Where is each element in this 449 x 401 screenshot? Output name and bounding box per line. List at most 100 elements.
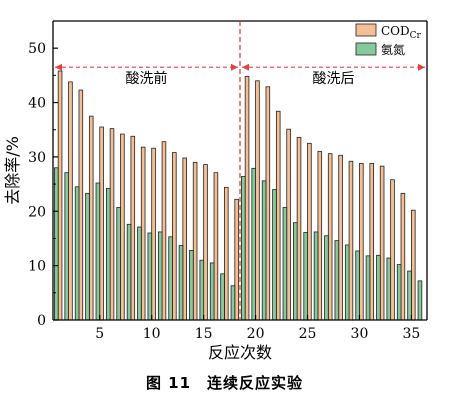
bar-ammonia-34 [396,264,402,321]
bar-cod-30 [359,163,364,321]
bar-ammonia-29 [344,244,350,321]
bar-cod-14 [192,161,198,321]
y-tick-label: 20 [28,204,46,220]
bar-cod-3 [78,89,84,321]
x-tick-label: 20 [247,326,265,342]
bar-cod-26 [317,151,323,321]
legend-subscript: Cr [410,31,422,41]
x-tick-label: 25 [299,326,317,342]
bar-ammonia-6 [105,188,111,321]
bar-ammonia-32 [376,254,381,321]
bar-ammonia-16 [209,262,215,321]
arrow-head-right [231,63,238,71]
legend-label-ammonia: 氨氮 [381,42,405,57]
bar-ammonia-10 [147,232,153,321]
region-label-before: 酸洗前 [126,70,168,87]
bar-ammonia-19 [241,176,246,321]
bar-cod-21 [265,86,271,321]
bar-cod-35 [411,209,416,321]
bar-cod-18 [234,198,239,321]
y-tick-label: 30 [28,150,46,166]
bar-cod-1 [57,70,63,321]
x-tick-label: 35 [403,326,421,342]
bars-layer [54,70,423,321]
bar-cod-31 [369,163,375,321]
bar-cod-33 [390,179,395,321]
bar-ammonia-22 [272,189,277,321]
arrow-head-right [418,63,425,71]
bar-ammonia-26 [313,231,319,321]
bar-cod-5 [99,126,104,321]
bar-cod-9 [140,146,146,321]
bar-ammonia-24 [292,222,298,321]
bar-ammonia-5 [95,182,101,321]
axes-layer: 0 10 20 30 40 50 5 10 15 20 25 30 35 [28,20,428,342]
bar-cod-28 [338,154,343,321]
legend-swatch-cod [355,23,377,37]
bar-ammonia-30 [355,250,360,321]
bar-cod-17 [224,186,229,321]
bar-cod-10 [151,147,156,321]
bar-ammonia-15 [199,259,205,321]
bar-ammonia-31 [365,255,371,321]
y-tick-label: 10 [28,259,46,275]
y-tick-label: 0 [37,313,46,329]
bar-cod-13 [182,157,188,321]
bar-ammonia-18 [230,285,236,321]
bar-ammonia-1 [54,167,59,321]
bar-ammonia-28 [334,240,340,321]
legend-swatch-ammonia [355,42,377,56]
bar-ammonia-20 [251,167,256,321]
bar-ammonia-36 [417,280,423,321]
bar-ammonia-9 [137,226,142,321]
bar-cod-24 [296,136,302,321]
x-tick-label: 5 [95,326,104,342]
legend-label-cod: CODCr [381,24,422,41]
y-tick-label: 40 [28,96,46,112]
x-tick-label: 15 [195,326,213,342]
bar-cod-4 [88,115,94,321]
bar-ammonia-2 [64,172,69,321]
bar-ammonia-8 [126,223,132,321]
x-tick-label: 10 [143,326,161,342]
bar-cod-23 [286,128,291,321]
arrow-head-left [242,63,249,71]
bar-cod-11 [161,141,167,321]
bar-cod-32 [379,165,385,321]
bar-cod-16 [213,172,219,321]
bar-ammonia-12 [168,236,173,321]
bar-cod-6 [109,128,115,321]
bar-cod-12 [172,152,177,321]
bar-ammonia-23 [282,207,288,321]
region-label-after: 酸洗后 [313,71,355,87]
bar-cod-25 [307,142,312,321]
bar-ammonia-21 [261,180,267,321]
bar-ammonia-3 [74,186,80,321]
y-axis-title: 去除率/% [3,136,22,205]
bar-ammonia-33 [386,257,392,321]
bar-cod-29 [348,160,354,321]
bar-cod-27 [327,153,333,321]
bar-cod-22 [275,110,281,321]
bar-ammonia-27 [324,235,329,321]
x-axis-title: 反应次数 [208,343,272,362]
bar-cod-7 [120,133,125,321]
bar-cod-19 [244,76,250,321]
y-tick-label: 50 [28,41,46,57]
bar-cod-34 [400,192,406,321]
bar-cod-20 [255,80,260,321]
bar-cod-2 [68,81,73,321]
bar-cod-8 [130,135,136,321]
bar-ammonia-14 [189,250,194,321]
bar-ammonia-7 [116,207,121,321]
bar-ammonia-17 [220,273,225,321]
arrow-head-left [55,63,62,71]
x-tick-label: 30 [351,326,369,342]
bar-ammonia-35 [407,270,412,321]
figure-caption: 图 11 连续反应实验 [145,374,304,392]
bar-ammonia-25 [303,232,308,321]
bar-ammonia-11 [157,231,163,321]
bar-ammonia-4 [85,192,90,321]
